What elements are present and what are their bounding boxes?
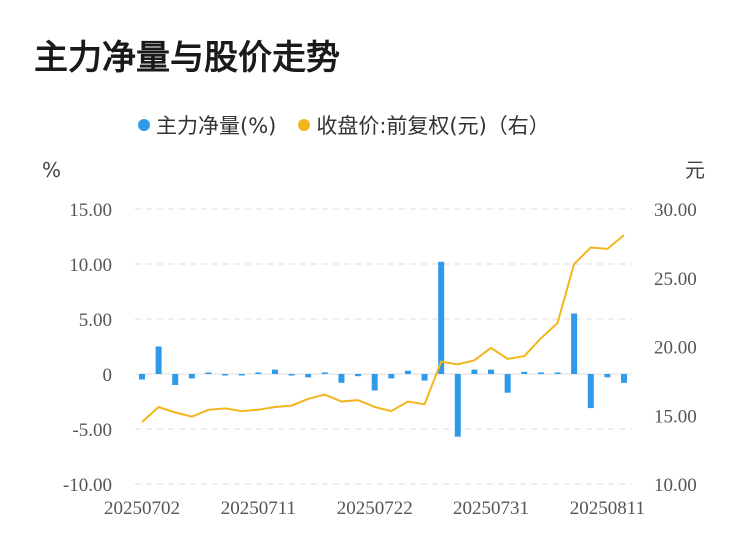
net-flow-bar: [305, 374, 312, 378]
y-left-unit: %: [42, 158, 61, 182]
net-flow-bar: [288, 374, 295, 376]
legend-item-close-price[interactable]: 收盘价:前复权(元)（右）: [298, 110, 550, 140]
net-flow-bar: [554, 372, 561, 374]
chart-title: 主力净量与股价走势: [34, 38, 340, 78]
net-flow-bar: [388, 374, 395, 379]
net-flow-bar: [338, 374, 345, 383]
net-flow-bar: [222, 374, 229, 376]
net-flow-bar: [587, 374, 594, 409]
net-flow-bar: [471, 369, 478, 374]
net-flow-bar: [421, 374, 428, 381]
net-flow-bar: [604, 374, 611, 378]
net-flow-bar: [438, 261, 445, 374]
net-flow-bar: [504, 374, 511, 393]
y-right-tick-label: 15.00: [654, 406, 697, 427]
x-tick-label: 20250811: [570, 498, 645, 519]
net-flow-bar: [321, 372, 328, 374]
y-left-tick-label: 15.00: [69, 200, 112, 221]
net-flow-bar: [155, 346, 162, 374]
net-flow-bar: [537, 372, 544, 374]
legend-label-net-flow: 主力净量(%): [156, 114, 277, 138]
x-tick-label: 20250702: [104, 498, 180, 519]
net-flow-bar: [521, 371, 528, 374]
y-left-tick-label: -5.00: [72, 420, 112, 441]
y-right-unit: 元: [685, 158, 705, 182]
x-tick-label: 20250731: [453, 498, 529, 519]
net-flow-bar: [404, 370, 411, 374]
net-flow-bar: [621, 374, 627, 383]
y-left-tick-label: 5.00: [79, 310, 112, 331]
net-flow-bar: [255, 372, 262, 374]
close-price-line: [141, 234, 625, 423]
x-tick-label: 20250722: [337, 498, 413, 519]
y-left-tick-label: 0: [103, 365, 113, 386]
net-flow-bar: [139, 374, 145, 380]
net-flow-bar: [371, 374, 378, 391]
legend-label-close-price: 收盘价:前复权(元)（右）: [316, 114, 550, 138]
y-right-tick-label: 30.00: [654, 200, 697, 221]
net-flow-bar: [271, 369, 278, 374]
net-flow-bar: [454, 374, 461, 437]
net-flow-bar: [205, 372, 212, 374]
legend: 主力净量(%) 收盘价:前复权(元)（右）: [138, 110, 572, 140]
x-tick-label: 20250711: [221, 498, 296, 519]
legend-dot-close-price: [298, 119, 311, 131]
net-flow-bar: [238, 374, 245, 376]
y-right-tick-label: 25.00: [654, 269, 697, 290]
net-flow-bar: [571, 313, 578, 374]
legend-dot-net-flow: [138, 119, 150, 131]
legend-item-net-flow[interactable]: 主力净量(%): [138, 110, 276, 140]
net-flow-bar: [188, 374, 195, 379]
net-flow-bar: [488, 369, 495, 374]
net-flow-bar: [355, 374, 362, 377]
y-right-tick-label: 10.00: [654, 475, 697, 496]
y-right-tick-label: 20.00: [654, 338, 697, 359]
y-left-tick-label: 10.00: [69, 255, 112, 276]
y-left-tick-label: -10.00: [63, 475, 112, 496]
net-flow-bar: [172, 374, 179, 385]
